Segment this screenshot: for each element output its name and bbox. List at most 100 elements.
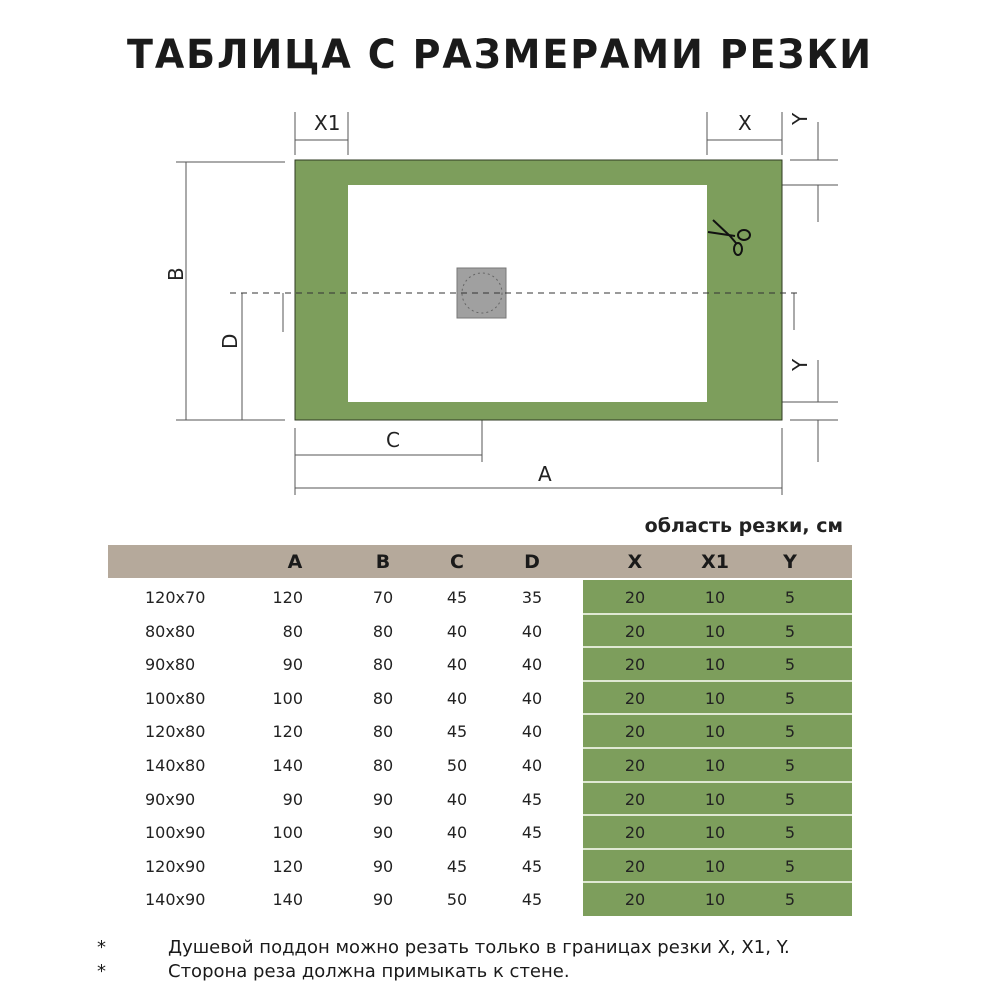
row-size-label: 90x80	[145, 655, 196, 675]
cell-d: 45	[521, 789, 543, 809]
label-d: D	[218, 334, 242, 349]
cell-x: 20	[624, 621, 646, 641]
row-size-label: 120x70	[145, 588, 206, 607]
column-header-b: B	[375, 551, 391, 573]
row-separator	[583, 780, 852, 783]
cell-a: 120	[272, 856, 303, 876]
cell-a: 100	[272, 688, 303, 708]
cell-b: 90	[372, 890, 394, 910]
column-header-y: Y	[783, 551, 797, 573]
cell-y: 5	[784, 655, 796, 675]
cell-x1: 10	[704, 722, 726, 742]
cell-b: 70	[372, 588, 394, 607]
cell-c: 45	[446, 722, 468, 742]
cell-y: 5	[784, 588, 796, 607]
cell-x1: 10	[704, 823, 726, 843]
row-size-label: 100x80	[145, 688, 206, 708]
cell-c: 40	[446, 655, 468, 675]
cell-x1: 10	[704, 655, 726, 675]
note-mark: *	[97, 961, 106, 982]
cell-a: 90	[282, 655, 303, 675]
label-b: B	[164, 267, 188, 281]
note-mark: *	[97, 937, 106, 958]
column-header-x1: X1	[701, 551, 729, 573]
cell-y: 5	[784, 621, 796, 641]
row-size-label: 140x90	[145, 890, 206, 910]
note-text: Душевой поддон можно резать только в гра…	[168, 937, 790, 958]
cell-y: 5	[784, 789, 796, 809]
scissors-icon	[707, 219, 751, 256]
column-header-a: A	[287, 551, 303, 573]
cell-x: 20	[624, 655, 646, 675]
column-header-c: C	[450, 551, 464, 573]
cell-x1: 10	[704, 588, 726, 607]
cell-x: 20	[624, 856, 646, 876]
cell-a: 80	[282, 621, 303, 641]
cell-c: 50	[446, 890, 468, 910]
cell-a: 140	[272, 756, 303, 775]
row-separator	[583, 612, 852, 615]
cell-b: 80	[372, 756, 394, 775]
cell-a: 100	[272, 823, 303, 843]
cell-d: 45	[521, 856, 543, 876]
cell-y: 5	[784, 688, 796, 708]
row-separator	[583, 814, 852, 817]
cutting-diagram: X1 X B D C A Y Y	[164, 111, 838, 495]
cell-b: 80	[372, 688, 394, 708]
cell-d: 35	[521, 588, 543, 607]
cell-b: 90	[372, 789, 394, 809]
cell-x: 20	[624, 823, 646, 843]
cell-d: 45	[521, 890, 543, 910]
label-x: X	[738, 111, 752, 135]
row-size-label: 90x90	[145, 789, 196, 809]
label-y-bottom: Y	[788, 358, 812, 372]
row-size-label: 120x80	[145, 722, 206, 742]
row-separator	[583, 679, 852, 682]
table-caption: область резки, см	[644, 515, 843, 537]
cell-c: 45	[446, 856, 468, 876]
cell-d: 45	[521, 823, 543, 843]
cell-y: 5	[784, 823, 796, 843]
cell-x1: 10	[704, 789, 726, 809]
row-separator	[583, 713, 852, 716]
cell-c: 40	[446, 789, 468, 809]
note-text: Сторона реза должна примыкать к стене.	[168, 961, 570, 982]
cell-b: 80	[372, 722, 394, 742]
cell-x1: 10	[704, 688, 726, 708]
cell-x: 20	[624, 890, 646, 910]
cell-a: 120	[272, 588, 303, 607]
cell-x1: 10	[704, 856, 726, 876]
cell-b: 80	[372, 621, 394, 641]
cell-c: 50	[446, 756, 468, 775]
cell-b: 90	[372, 823, 394, 843]
cell-d: 40	[521, 688, 543, 708]
cell-c: 40	[446, 621, 468, 641]
cell-a: 120	[272, 722, 303, 742]
row-separator	[583, 646, 852, 649]
column-header-d: D	[524, 551, 540, 573]
cell-c: 40	[446, 688, 468, 708]
cell-y: 5	[784, 856, 796, 876]
row-size-label: 100x90	[145, 823, 206, 843]
label-c: C	[386, 428, 400, 452]
cell-y: 5	[784, 890, 796, 910]
cell-a: 140	[272, 890, 303, 910]
cell-x: 20	[624, 588, 646, 607]
cell-y: 5	[784, 756, 796, 775]
drain-circle	[461, 272, 503, 314]
cell-x: 20	[624, 688, 646, 708]
column-header-x: X	[627, 551, 643, 573]
cell-x: 20	[624, 722, 646, 742]
cell-d: 40	[521, 756, 543, 775]
table-header-bar	[108, 545, 852, 578]
cell-b: 80	[372, 655, 394, 675]
row-size-label: 120x90	[145, 856, 206, 876]
label-y-top: Y	[788, 112, 812, 126]
cell-y: 5	[784, 722, 796, 742]
cell-c: 40	[446, 823, 468, 843]
cell-x: 20	[624, 789, 646, 809]
cell-d: 40	[521, 621, 543, 641]
cell-d: 40	[521, 655, 543, 675]
label-x1: X1	[314, 111, 340, 135]
